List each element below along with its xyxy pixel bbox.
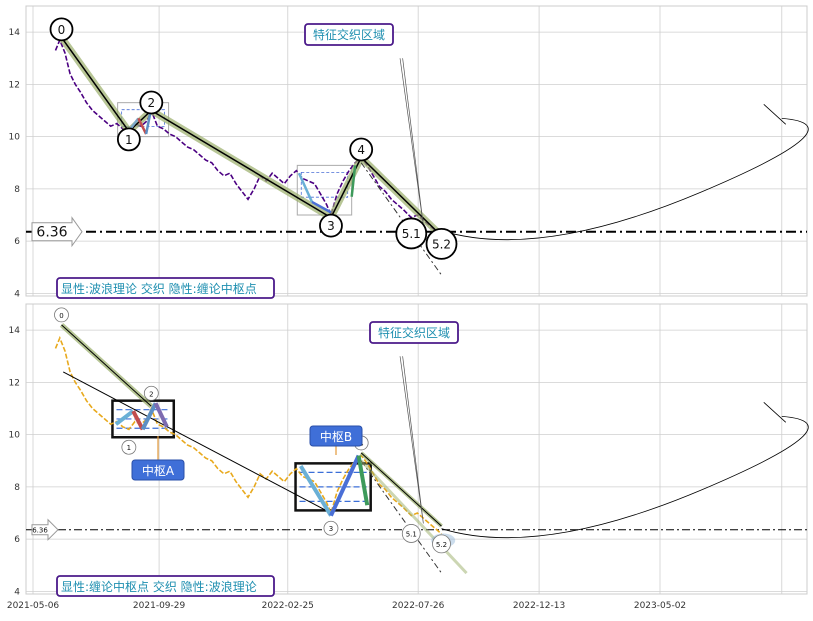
y-tick-label: 14 [9,28,21,38]
wave-marker [121,439,137,455]
x-tick-label: 2022-02-25 [262,601,314,611]
projection-arc [441,117,809,241]
x-tick-label: 2021-05-06 [7,601,60,611]
y-tick-label: 6 [14,535,20,545]
structure-segment [140,402,158,431]
legend-box [56,575,275,597]
center-label-box [131,459,185,481]
projection-arc-tip [763,104,787,125]
wave-label: 1 [125,133,133,147]
legend-box [56,277,275,299]
x-tick-label: 2021-09-29 [133,601,186,611]
support-label: 6.36 [32,527,48,535]
y-tick-label: 4 [14,587,20,597]
y-tick-label: 8 [14,185,20,195]
structure-segment [114,409,135,426]
center-zone-inner [300,171,349,198]
structure-segment [329,454,361,517]
wave-label: 4 [357,143,365,157]
projection-arc [441,415,809,539]
center-label: 中枢B [320,429,352,444]
structure-segment [297,172,314,203]
wave-label: 2 [147,96,155,110]
support-label: 6.36 [36,225,67,241]
projection-channel [360,460,442,574]
structure-segment [350,165,357,197]
wave-label: 5.2 [436,541,447,549]
structure-segment [299,464,333,517]
wave-label: 0 [58,23,66,37]
wave-marker [425,228,458,260]
structure-segment [137,117,148,135]
structure-segment [131,410,145,431]
region-label-box [369,321,459,344]
plot-area [25,303,808,595]
y-tick-label: 12 [9,378,20,388]
y-tick-label: 10 [9,431,21,441]
wave-marker [401,524,421,543]
wave-label: 3 [329,525,333,533]
wave-label: 1 [127,444,131,452]
wave-marker [395,217,428,250]
legend-text: 显性:波浪理论 交织 隐性:缠论中枢点 [61,281,257,296]
structure-segment [153,402,169,428]
wave-marker [349,137,374,162]
center-label-box [309,425,363,447]
y-tick-label: 12 [9,80,20,90]
x-tick-label: 2022-12-13 [513,601,565,611]
x-tick-label: 2022-07-26 [392,601,445,611]
wave-label: 5.1 [406,530,417,538]
wave-marker [54,307,69,323]
y-tick-label: 6 [14,237,20,247]
wave-marker [323,520,339,536]
structure-segment [311,200,332,214]
wave-marker [116,127,141,152]
wave-marker [143,385,159,401]
trendline-upper [360,452,442,527]
x-tick-label: 2023-05-02 [634,601,686,611]
wave-marker [319,213,343,238]
wave-label: 2 [149,390,153,398]
wave-marker [139,90,164,115]
legend-text: 显性:缠论中枢点 交织 隐性:波浪理论 [61,579,257,594]
region-label-box [304,23,394,46]
region-label: 特征交织区域 [378,325,450,340]
wave-label: 5.2 [432,237,451,251]
price-series [54,37,443,237]
wave-marker [49,17,74,42]
wave-label: 5.1 [402,227,421,241]
plot-area [25,5,808,297]
projection-highlight [360,459,468,575]
y-tick-label: 8 [14,483,20,493]
support-label-arrow [31,216,83,248]
y-tick-label: 10 [9,133,21,143]
projection-arc-tip [763,402,787,423]
region-label: 特征交织区域 [313,27,385,42]
structure-segment [356,455,370,506]
wave-marker [432,534,451,554]
wave-label: 0 [59,312,63,320]
wave-line [60,36,443,237]
center-label: 中枢A [142,463,175,478]
trendline-upper [61,324,152,407]
trendline-lower [62,371,332,514]
y-tick-label: 4 [14,289,20,299]
y-tick-label: 14 [9,326,21,336]
focus-pointer [399,356,424,524]
projection-channel [360,162,442,276]
support-label-arrow [31,518,59,541]
wave-label: 3 [327,219,335,233]
